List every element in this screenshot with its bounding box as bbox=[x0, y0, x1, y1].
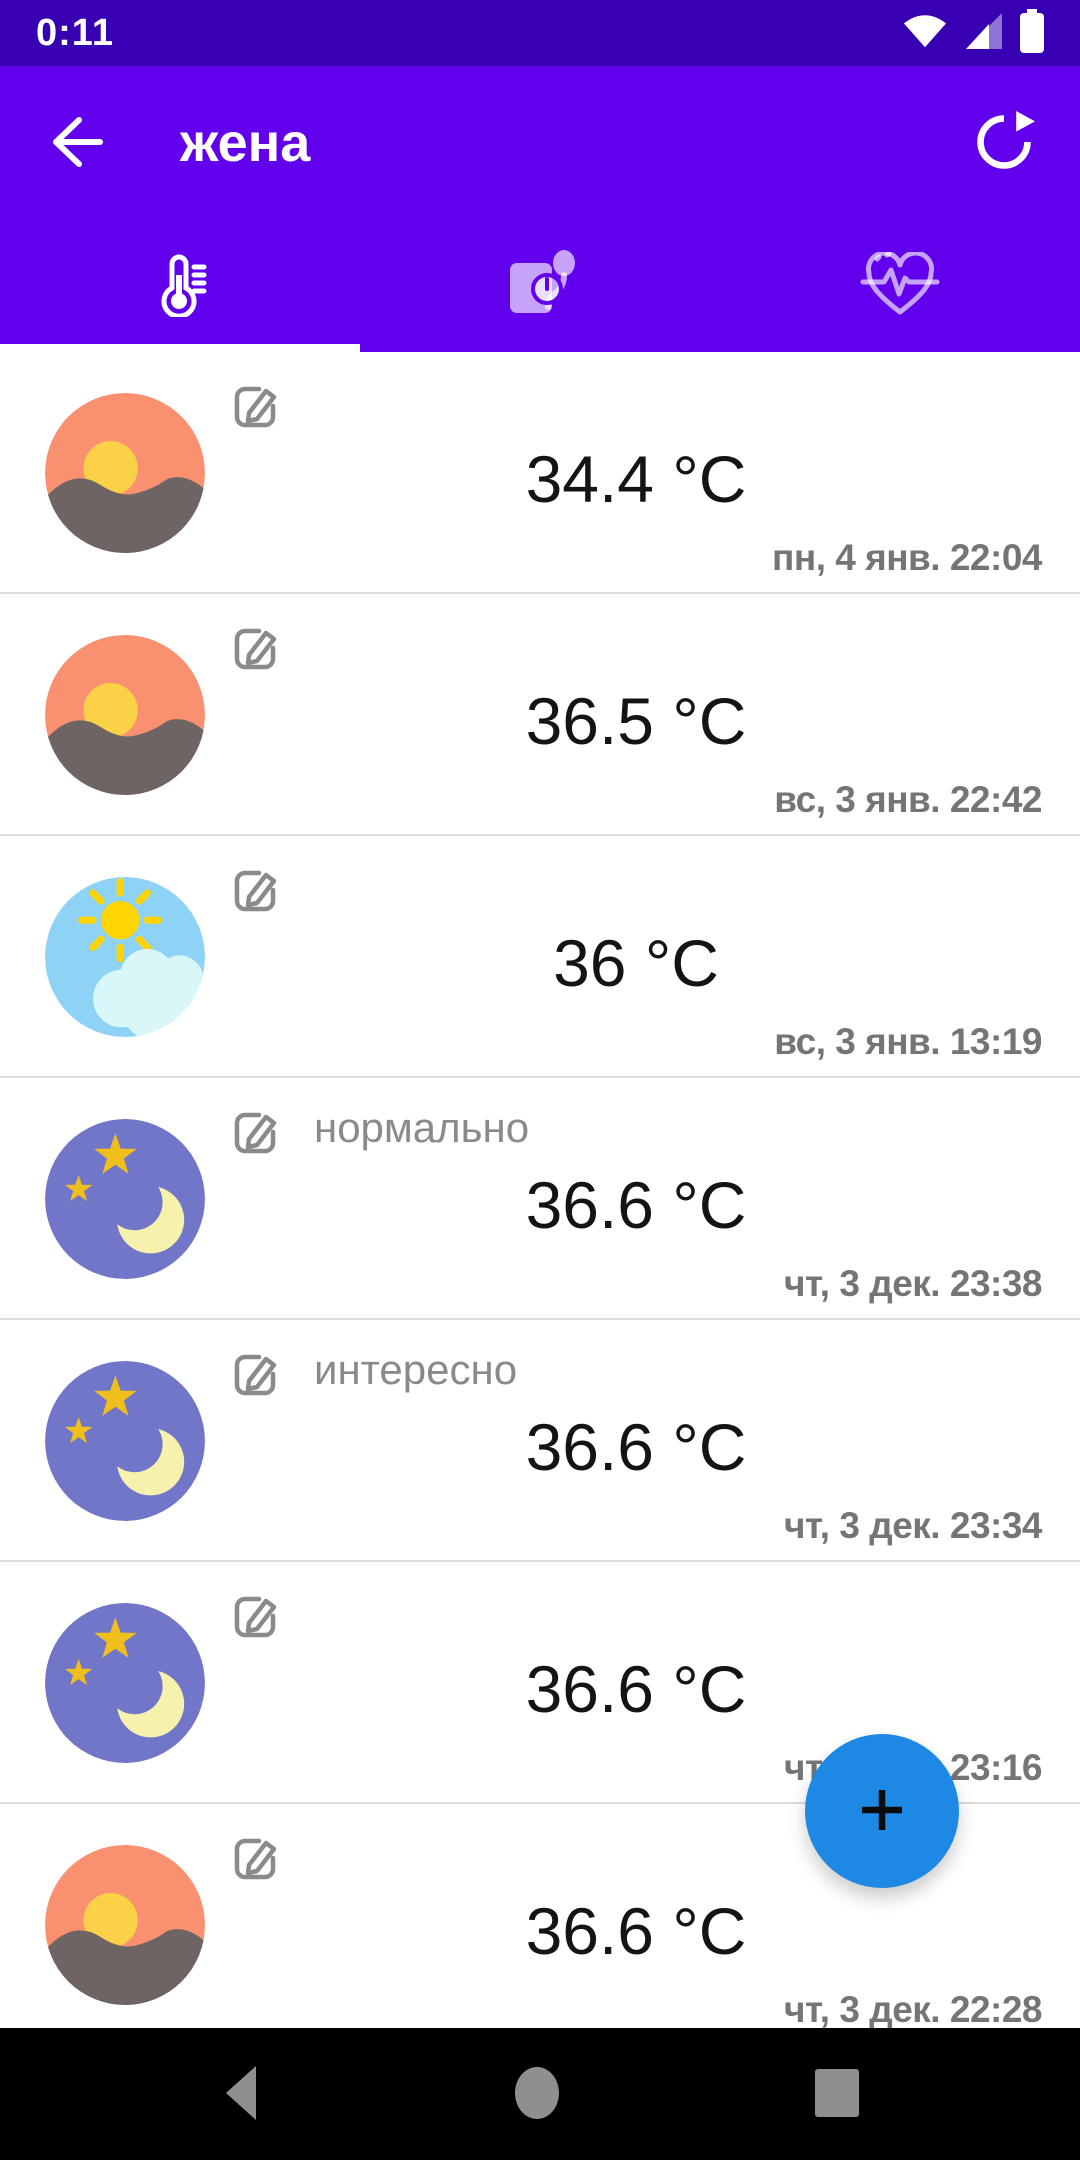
moon-stars-avatar-icon bbox=[45, 1119, 205, 1279]
blood-pressure-icon bbox=[502, 249, 578, 324]
status-bar: 0:11 bbox=[0, 0, 1080, 66]
sunset-avatar-icon bbox=[45, 393, 205, 553]
wifi-icon bbox=[902, 13, 948, 54]
sun-cloud-avatar-icon bbox=[45, 877, 205, 1037]
status-time: 0:11 bbox=[36, 11, 114, 54]
record-temperature: 36.6 °C bbox=[525, 1652, 747, 1726]
avatar bbox=[45, 1119, 205, 1279]
record-temperature: 36.5 °C bbox=[525, 684, 747, 758]
refresh-button[interactable] bbox=[964, 103, 1044, 183]
app-bar: жена bbox=[0, 66, 1080, 220]
home-circle-icon bbox=[511, 2066, 563, 2122]
avatar bbox=[45, 877, 205, 1037]
cell-signal-icon bbox=[964, 11, 1004, 56]
plus-icon bbox=[859, 1787, 905, 1836]
record-date: вс, 3 янв. 22:42 bbox=[774, 779, 1042, 820]
edit-icon[interactable] bbox=[230, 864, 282, 916]
table-row[interactable]: нормально 36.6 °C чт, 3 дек. 23:38 bbox=[0, 1078, 1080, 1320]
edit-icon[interactable] bbox=[230, 1590, 282, 1642]
table-row[interactable]: 36.5 °C вс, 3 янв. 22:42 bbox=[0, 594, 1080, 836]
record-temperature: 34.4 °C bbox=[525, 442, 747, 516]
record-temperature: 36.6 °C bbox=[525, 1410, 747, 1484]
edit-icon[interactable] bbox=[230, 380, 282, 432]
tab-pulse[interactable] bbox=[720, 220, 1080, 352]
edit-icon[interactable] bbox=[230, 1832, 282, 1884]
moon-stars-avatar-icon bbox=[45, 1361, 205, 1521]
thermometer-icon bbox=[150, 253, 210, 320]
record-temperature: 36 °C bbox=[553, 926, 719, 1000]
record-temperature: 36.6 °C bbox=[525, 1894, 747, 1968]
avatar bbox=[45, 1603, 205, 1763]
refresh-icon bbox=[973, 110, 1035, 176]
nav-bar bbox=[0, 2028, 1080, 2160]
sunset-avatar-icon bbox=[45, 635, 205, 795]
record-date: вс, 3 янв. 13:19 bbox=[774, 1021, 1042, 1062]
moon-stars-avatar-icon bbox=[45, 1603, 205, 1763]
sunset-avatar-icon bbox=[45, 1845, 205, 2005]
recents-square-icon-button[interactable] bbox=[777, 2028, 897, 2160]
record-date: чт, 3 дек. 23:38 bbox=[783, 1263, 1043, 1304]
record-note: интересно bbox=[314, 1346, 518, 1393]
battery-icon bbox=[1020, 8, 1044, 58]
tab-temperature[interactable] bbox=[0, 220, 360, 352]
edit-icon[interactable] bbox=[230, 1348, 282, 1400]
avatar bbox=[45, 393, 205, 553]
record-note: нормально bbox=[314, 1104, 530, 1151]
record-date: чт, 3 дек. 23:34 bbox=[783, 1505, 1043, 1546]
heart-pulse-icon bbox=[860, 250, 940, 321]
records-list: 34.4 °C пн, 4 янв. 22:04 bbox=[0, 352, 1080, 2046]
record-date: пн, 4 янв. 22:04 bbox=[772, 537, 1043, 578]
table-row[interactable]: интересно 36.6 °C чт, 3 дек. 23:34 bbox=[0, 1320, 1080, 1562]
tab-bar bbox=[0, 220, 1080, 352]
record-temperature: 36.6 °C bbox=[525, 1168, 747, 1242]
add-record-fab[interactable] bbox=[805, 1734, 959, 1888]
back-triangle-icon bbox=[222, 2064, 260, 2125]
tab-blood-pressure[interactable] bbox=[360, 220, 720, 352]
edit-icon[interactable] bbox=[230, 622, 282, 674]
avatar bbox=[45, 1361, 205, 1521]
page-title: жена bbox=[180, 113, 311, 173]
nav-back-button[interactable] bbox=[181, 2028, 301, 2160]
nav-home-button[interactable] bbox=[477, 2028, 597, 2160]
avatar bbox=[45, 635, 205, 795]
active-tab-indicator bbox=[0, 344, 360, 352]
back-arrow-icon bbox=[43, 109, 109, 178]
avatar bbox=[45, 1845, 205, 2005]
table-row[interactable]: 36 °C вс, 3 янв. 13:19 bbox=[0, 836, 1080, 1078]
recents-square-icon bbox=[813, 2067, 861, 2122]
table-row[interactable]: 34.4 °C пн, 4 янв. 22:04 bbox=[0, 352, 1080, 594]
status-icons bbox=[902, 8, 1044, 58]
edit-icon[interactable] bbox=[230, 1106, 282, 1158]
back-button[interactable] bbox=[36, 103, 116, 183]
record-date: чт, 3 дек. 22:28 bbox=[783, 1989, 1043, 2030]
